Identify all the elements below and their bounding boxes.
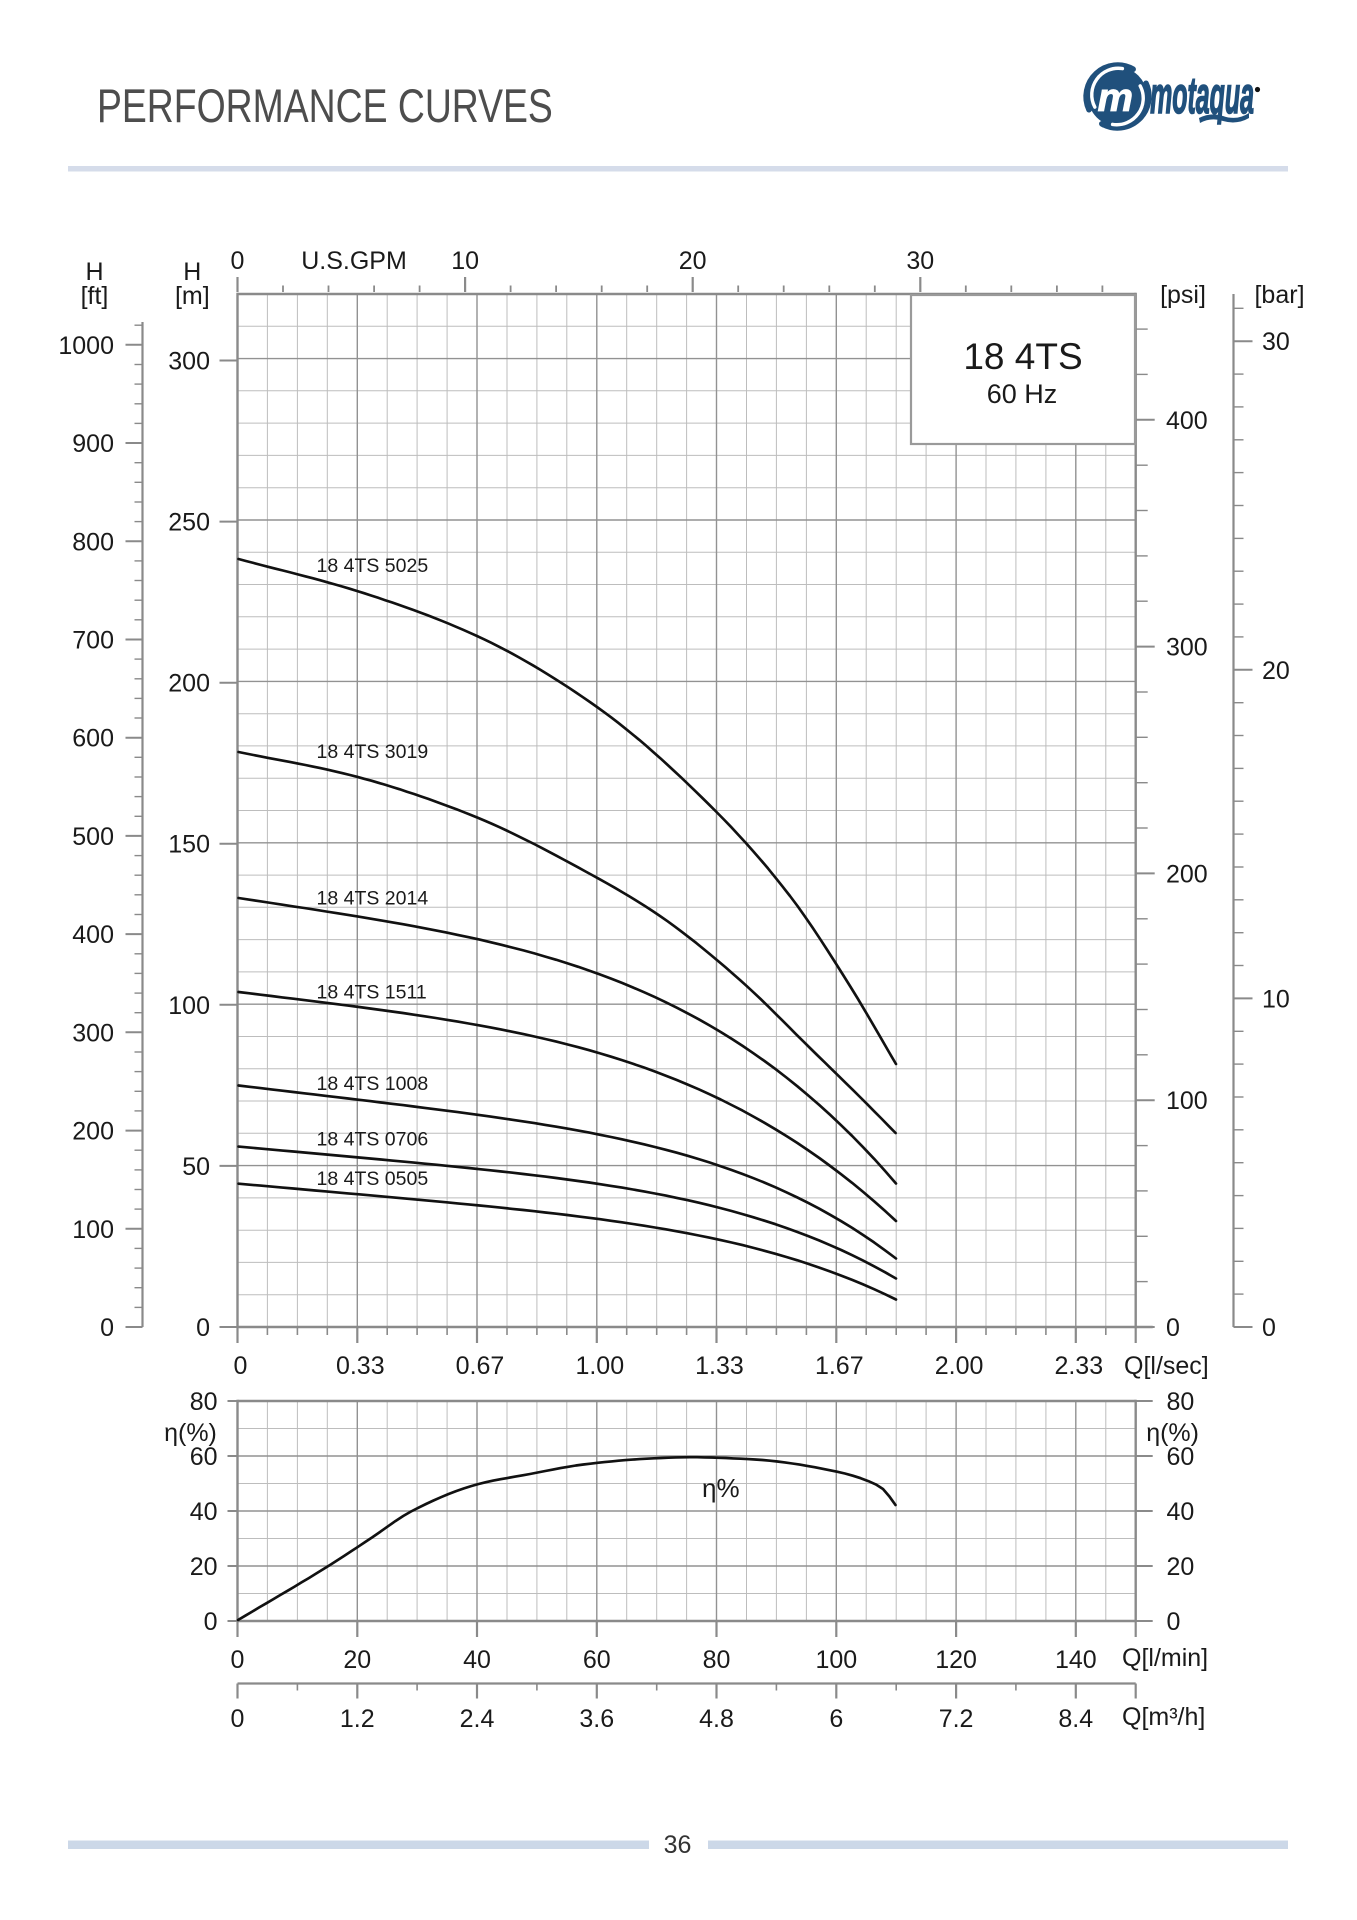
svg-text:0: 0 [231, 1705, 245, 1733]
svg-text:0: 0 [234, 1352, 248, 1380]
svg-text:2.00: 2.00 [935, 1352, 984, 1380]
svg-text:2.4: 2.4 [460, 1705, 495, 1733]
svg-text:18 4TS 3019: 18 4TS 3019 [317, 741, 429, 763]
svg-text:18 4TS 0706: 18 4TS 0706 [317, 1129, 429, 1151]
svg-text:0: 0 [1167, 1608, 1181, 1636]
svg-text:100: 100 [815, 1646, 857, 1674]
svg-text:60: 60 [583, 1646, 611, 1674]
svg-text:300: 300 [72, 1019, 114, 1047]
svg-text:2.33: 2.33 [1054, 1352, 1103, 1380]
svg-text:18 4TS 0505: 18 4TS 0505 [317, 1168, 429, 1190]
svg-text:0: 0 [204, 1608, 218, 1636]
svg-text:4.8: 4.8 [699, 1705, 734, 1733]
svg-text:H: H [183, 258, 201, 286]
svg-text:40: 40 [463, 1646, 491, 1674]
svg-text:7.2: 7.2 [939, 1705, 974, 1733]
svg-text:0: 0 [100, 1314, 114, 1342]
svg-text:36: 36 [664, 1831, 692, 1859]
svg-text:30: 30 [1262, 328, 1290, 356]
svg-text:40: 40 [1167, 1498, 1195, 1526]
svg-text:20: 20 [679, 247, 707, 275]
svg-text:20: 20 [1262, 657, 1290, 685]
svg-text:U.S.GPM: U.S.GPM [301, 247, 407, 275]
svg-text:1.2: 1.2 [340, 1705, 375, 1733]
svg-text:80: 80 [1167, 1388, 1195, 1416]
svg-text:20: 20 [190, 1553, 218, 1581]
svg-text:0: 0 [231, 247, 245, 275]
svg-text:18 4TS 2014: 18 4TS 2014 [317, 888, 429, 910]
svg-text:30: 30 [906, 247, 934, 275]
svg-text:1.67: 1.67 [815, 1352, 864, 1380]
svg-text:18 4TS 5025: 18 4TS 5025 [317, 555, 429, 577]
svg-text:200: 200 [72, 1118, 114, 1146]
svg-text:η(%): η(%) [164, 1419, 217, 1447]
svg-text:1.00: 1.00 [575, 1352, 624, 1380]
svg-text:200: 200 [1166, 860, 1208, 888]
svg-text:motaqua: motaqua [1150, 66, 1254, 125]
svg-text:800: 800 [72, 528, 114, 556]
svg-text:0: 0 [231, 1646, 245, 1674]
svg-text:6: 6 [829, 1705, 843, 1733]
svg-text:18 4TS 1511: 18 4TS 1511 [317, 982, 427, 1004]
svg-text:140: 140 [1055, 1646, 1097, 1674]
svg-text:0: 0 [1166, 1314, 1180, 1342]
svg-text:50: 50 [182, 1153, 210, 1181]
svg-text:Q[m³/h]: Q[m³/h] [1122, 1703, 1205, 1731]
svg-text:8.4: 8.4 [1058, 1705, 1093, 1733]
svg-text:700: 700 [72, 627, 114, 655]
svg-text:100: 100 [1166, 1087, 1208, 1115]
svg-text:40: 40 [190, 1498, 218, 1526]
svg-text:3.6: 3.6 [579, 1705, 614, 1733]
svg-text:0.67: 0.67 [456, 1352, 505, 1380]
svg-text:1000: 1000 [58, 332, 114, 360]
svg-text:Q[l/sec]: Q[l/sec] [1124, 1352, 1209, 1380]
svg-text:Q[l/min]: Q[l/min] [1122, 1644, 1208, 1672]
svg-text:20: 20 [343, 1646, 371, 1674]
svg-text:0: 0 [1262, 1314, 1276, 1342]
svg-text:80: 80 [703, 1646, 731, 1674]
svg-text:300: 300 [168, 348, 210, 376]
svg-text:60: 60 [1167, 1443, 1195, 1471]
svg-text:η(%): η(%) [1146, 1419, 1199, 1447]
svg-text:900: 900 [72, 430, 114, 458]
svg-text:150: 150 [168, 831, 210, 859]
svg-text:100: 100 [72, 1216, 114, 1244]
svg-text:18 4TS: 18 4TS [963, 336, 1082, 377]
svg-text:[psi]: [psi] [1160, 281, 1206, 309]
svg-text:H: H [85, 258, 103, 286]
svg-text:60: 60 [190, 1443, 218, 1471]
svg-text:1.33: 1.33 [695, 1352, 744, 1380]
svg-text:300: 300 [1166, 634, 1208, 662]
svg-text:200: 200 [168, 670, 210, 698]
svg-text:100: 100 [168, 992, 210, 1020]
svg-text:η%: η% [702, 1473, 740, 1503]
svg-text:80: 80 [190, 1388, 218, 1416]
svg-text:500: 500 [72, 823, 114, 851]
svg-text:60 Hz: 60 Hz [987, 379, 1058, 409]
svg-text:0: 0 [196, 1314, 210, 1342]
svg-text:10: 10 [451, 247, 479, 275]
svg-text:400: 400 [1166, 407, 1208, 435]
svg-text:[bar]: [bar] [1254, 281, 1304, 309]
svg-text:[m]: [m] [175, 282, 210, 310]
svg-text:PERFORMANCE CURVES: PERFORMANCE CURVES [97, 80, 553, 132]
svg-text:20: 20 [1167, 1553, 1195, 1581]
svg-text:250: 250 [168, 509, 210, 537]
svg-text:m: m [1098, 76, 1134, 120]
svg-text:120: 120 [935, 1646, 977, 1674]
svg-text:400: 400 [72, 921, 114, 949]
svg-text:[ft]: [ft] [81, 282, 109, 310]
svg-text:18 4TS 1008: 18 4TS 1008 [317, 1073, 429, 1095]
svg-text:600: 600 [72, 725, 114, 753]
svg-text:0.33: 0.33 [336, 1352, 385, 1380]
svg-text:10: 10 [1262, 985, 1290, 1013]
